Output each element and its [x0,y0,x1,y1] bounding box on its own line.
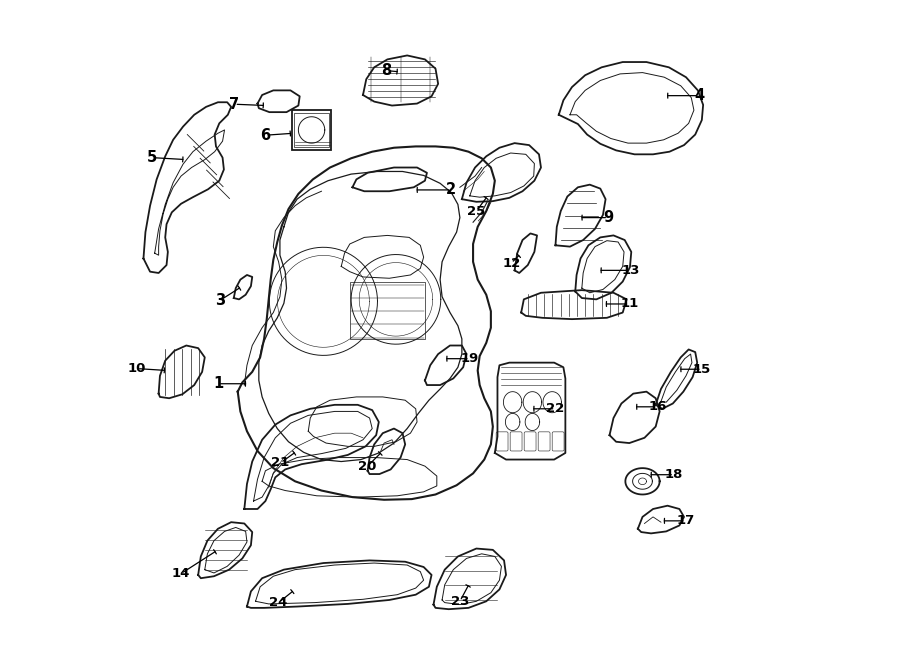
Text: 7: 7 [230,97,239,112]
Text: 8: 8 [382,63,392,78]
Text: 12: 12 [502,257,520,269]
Text: 17: 17 [677,514,695,528]
Text: 22: 22 [546,402,564,415]
Text: 18: 18 [665,468,683,481]
Text: 16: 16 [649,401,667,413]
Text: 3: 3 [215,293,226,308]
Text: 1: 1 [212,376,223,391]
Text: 5: 5 [147,150,158,165]
Text: 14: 14 [172,567,190,580]
Text: 20: 20 [358,459,377,473]
Text: 21: 21 [272,456,290,469]
Text: 19: 19 [461,352,479,365]
Text: 6: 6 [260,128,271,143]
Text: 11: 11 [620,297,638,310]
Text: 24: 24 [269,596,288,609]
Text: 10: 10 [128,362,146,375]
Text: 25: 25 [467,205,485,218]
Text: 2: 2 [446,183,456,197]
Text: 13: 13 [621,264,640,277]
Text: 15: 15 [693,363,711,376]
Text: 9: 9 [603,210,613,225]
Text: 4: 4 [694,88,704,103]
Text: 23: 23 [451,594,469,608]
